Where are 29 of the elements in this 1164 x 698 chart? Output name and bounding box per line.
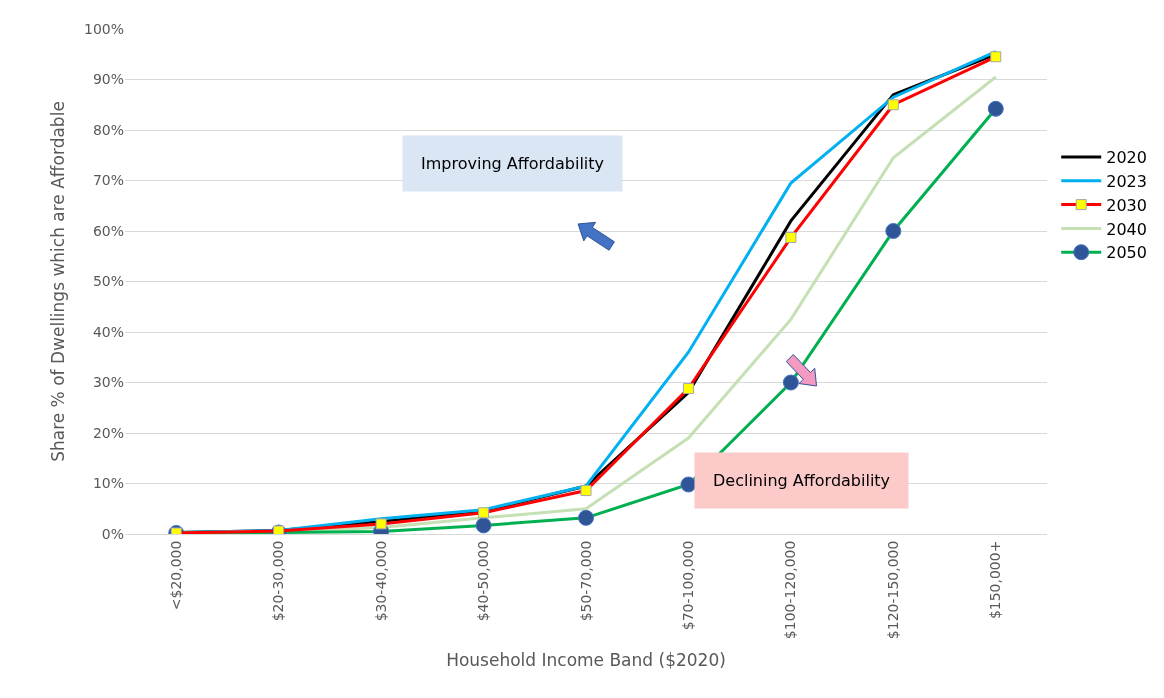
y-tick-label: 70% bbox=[92, 172, 124, 189]
x-tick-label: $150,000+ bbox=[987, 540, 1004, 620]
legend-label: 2040 bbox=[1106, 219, 1147, 239]
y-tick-label: 30% bbox=[92, 374, 124, 391]
y-tick-label: 10% bbox=[92, 475, 124, 492]
y-tick-label: 50% bbox=[92, 273, 124, 290]
y-tick-label: 20% bbox=[92, 424, 124, 441]
annotation: Improving Affordability bbox=[421, 154, 605, 173]
y-tick-label: 100% bbox=[83, 20, 124, 37]
x-axis-title: Household Income Band ($2020) bbox=[446, 649, 726, 670]
y-axis-title: Share % of Dwellings which are Affordable bbox=[47, 101, 68, 462]
y-tick-label: 90% bbox=[92, 71, 124, 88]
x-tick-label: $30-40,000 bbox=[372, 540, 389, 622]
y-tick-label: 0% bbox=[101, 525, 124, 542]
y-tick-label: 60% bbox=[92, 222, 124, 239]
legend-label: 2050 bbox=[1106, 243, 1147, 263]
x-tick-label: $100-120,000 bbox=[782, 540, 799, 640]
x-tick-label: $20-30,000 bbox=[270, 540, 287, 622]
legend-label: 2023 bbox=[1106, 172, 1147, 192]
legend-label: 2030 bbox=[1106, 195, 1147, 215]
x-tick-label: <$20,000 bbox=[167, 540, 184, 611]
annotation: Declining Affordability bbox=[713, 471, 891, 490]
y-tick-label: 80% bbox=[92, 121, 124, 138]
x-tick-label: $120-150,000 bbox=[884, 540, 901, 640]
y-tick-label: 40% bbox=[92, 323, 124, 340]
x-tick-label: $70-100,000 bbox=[679, 540, 696, 631]
legend-label: 2020 bbox=[1106, 148, 1147, 168]
x-tick-label: $50-70,000 bbox=[577, 540, 594, 622]
x-tick-label: $40-50,000 bbox=[475, 540, 492, 622]
